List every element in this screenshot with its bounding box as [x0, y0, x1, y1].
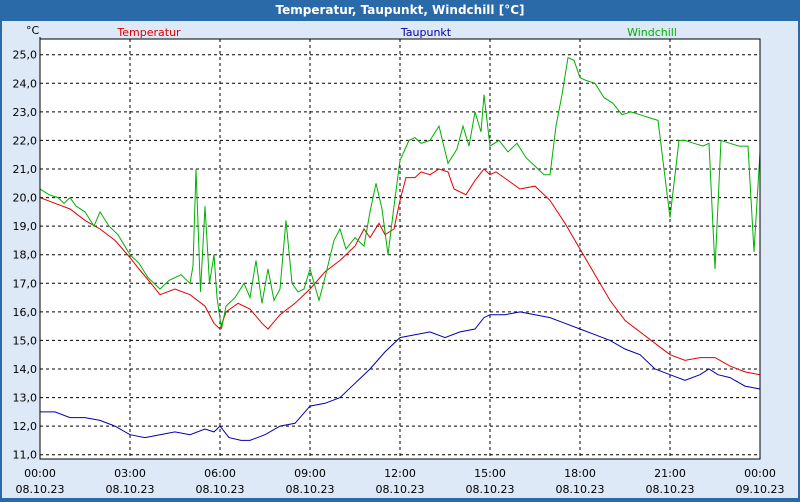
x-tick-label-time: 03:00: [114, 467, 146, 480]
y-tick-label: 21,0: [13, 163, 38, 176]
x-tick-label-date: 08.10.23: [16, 483, 65, 496]
series-line-taupunkt: [40, 311, 760, 441]
x-tick-label-time: 12:00: [384, 467, 416, 480]
y-tick-label: 18,0: [13, 249, 38, 262]
x-tick-label-date: 08.10.23: [106, 483, 155, 496]
x-tick-label-time: 00:00: [24, 467, 56, 480]
y-tick-label: 11,0: [13, 449, 38, 462]
line-chart: 11,0 12,0 13,0 14,0 15,0 16,0 17,0 18,0 19,0 20,0…: [13, 24, 785, 496]
y-tick-label: 22,0: [13, 134, 38, 147]
y-tick-label: 25,0: [13, 49, 38, 62]
legend-item-taupunkt: Taupunkt: [400, 26, 452, 39]
x-tick-label-time: 06:00: [204, 467, 236, 480]
x-tick-label-time: 21:00: [654, 467, 686, 480]
chart-title: Temperatur, Taupunkt, Windchill [°C]: [0, 0, 800, 20]
x-tick-label-date: 08.10.23: [556, 483, 605, 496]
y-tick-label: 24,0: [13, 77, 38, 90]
x-tick-label-time: 09:00: [294, 467, 326, 480]
legend-item-windchill: Windchill: [627, 26, 677, 39]
y-tick-label: 19,0: [13, 220, 38, 233]
y-axis-label: °C: [26, 24, 40, 37]
x-tick-label-time: 00:00: [744, 467, 776, 480]
series-line-temperatur: [40, 168, 760, 376]
x-tick-label-date: 08.10.23: [286, 483, 335, 496]
x-tick-label-date: 08.10.23: [196, 483, 245, 496]
y-tick-label: 20,0: [13, 192, 38, 205]
x-tick-label-date: 08.10.23: [376, 483, 425, 496]
x-tick-label-time: 15:00: [474, 467, 506, 480]
y-tick-label: 15,0: [13, 334, 38, 347]
y-tick-label: 17,0: [13, 277, 38, 290]
y-tick-label: 23,0: [13, 106, 38, 119]
y-tick-label: 14,0: [13, 363, 38, 376]
legend-item-temperatur: Temperatur: [116, 26, 181, 39]
chart-area: 11,0 12,0 13,0 14,0 15,0 16,0 17,0 18,0 19,0 20,0…: [2, 21, 798, 498]
x-tick-label-date: 09.10.23: [736, 483, 785, 496]
x-tick-label-time: 18:00: [564, 467, 596, 480]
x-tick-label-date: 08.10.23: [466, 483, 515, 496]
y-tick-label: 12,0: [13, 420, 38, 433]
series-line-windchill: [40, 56, 760, 330]
y-tick-label: 16,0: [13, 306, 38, 319]
y-tick-label: 13,0: [13, 392, 38, 405]
x-tick-label-date: 08.10.23: [646, 483, 695, 496]
